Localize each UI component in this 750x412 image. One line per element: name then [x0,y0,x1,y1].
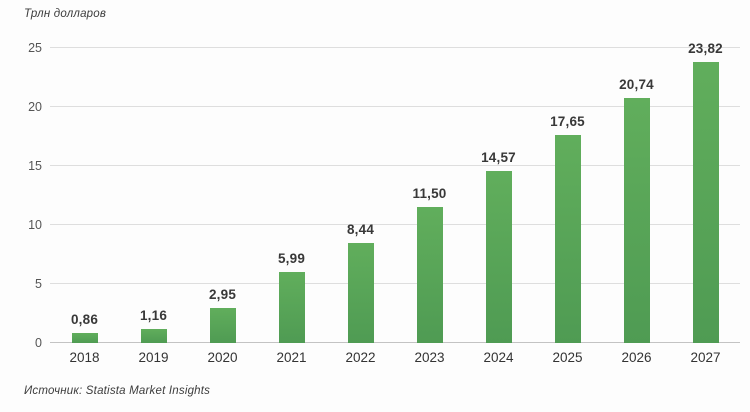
bar-2021: 5,99 [278,251,305,343]
bar-group-2026: 20,74 [602,48,671,343]
x-tick-label-2019: 2019 [138,350,169,365]
bar-value-label: 11,50 [412,186,447,202]
y-tick-label: 20 [28,100,42,114]
bar-2018: 0,86 [71,312,98,343]
bar-value-label: 8,44 [346,222,375,238]
bar-2027: 23,82 [688,41,723,343]
bar-value-label: 0,86 [70,311,99,327]
bar-group-2025: 17,65 [533,48,602,343]
gridline-20: 20 [28,100,740,114]
bar-group-2023: 11,50 [395,48,464,343]
x-tick-label-2022: 2022 [345,350,376,365]
x-tick-label-2024: 2024 [483,350,514,365]
bar-value-label: 17,65 [550,113,585,129]
bar-value-label: 14,57 [481,150,516,166]
y-tick-label: 10 [28,218,42,232]
bar-2025: 17,65 [550,114,585,343]
x-tick-label-2026: 2026 [621,350,652,365]
x-tick-label-2020: 2020 [207,350,238,365]
gridline-15: 15 [28,159,740,173]
bar-group-2021: 5,99 [257,48,326,343]
bar-group-2020: 2,95 [188,48,257,343]
bar-group-2018: 0,86 [50,48,119,343]
y-tick-label: 15 [28,159,42,173]
bar-value-label: 23,82 [688,40,723,56]
gridline-5: 5 [35,277,740,291]
bar-2020: 2,95 [209,287,236,343]
gridline-25: 25 [28,41,740,55]
x-tick-label-2025: 2025 [552,350,583,365]
source-note: Источник: Statista Market Insights [24,385,211,397]
bar-group-2022: 8,44 [326,48,395,343]
bar-value-label: 1,16 [139,308,168,324]
chart-title: Трлн долларов [24,8,107,20]
bar-2019: 1,16 [140,308,167,343]
bar-value-label: 2,95 [208,287,237,303]
bar-value-label: 20,74 [619,77,654,93]
bar-group-2024: 14,57 [464,48,533,343]
gridline-0: 0 [35,336,740,350]
x-tick-label-2023: 2023 [414,350,445,365]
bar-group-2027: 23,82 [671,41,740,343]
x-axis-labels: 2018 2019 2020 2021 2022 2023 2024 2025 2026 2027 [50,350,740,365]
plot-area: 0 5 10 15 20 25 0,86 1,16 2,95 5,99 8,44 11,50 14,5… [28,41,740,350]
y-tick-label: 25 [28,41,42,55]
y-tick-label: 0 [35,336,42,350]
x-tick-label-2021: 2021 [276,350,307,365]
bar-2022: 8,44 [347,222,374,343]
bar-group-2019: 1,16 [119,48,188,343]
y-tick-label: 5 [35,277,42,291]
gridline-10: 10 [28,218,740,232]
bar-series: 0,86 1,16 2,95 5,99 8,44 11,50 14,57 17,65 20,74… [50,41,740,343]
bar-2023: 11,50 [412,186,446,343]
x-tick-label-2027: 2027 [690,350,721,365]
x-tick-label-2018: 2018 [69,350,100,365]
bar-2024: 14,57 [481,150,516,343]
bar-value-label: 5,99 [277,251,306,267]
bar-2026: 20,74 [619,77,654,343]
